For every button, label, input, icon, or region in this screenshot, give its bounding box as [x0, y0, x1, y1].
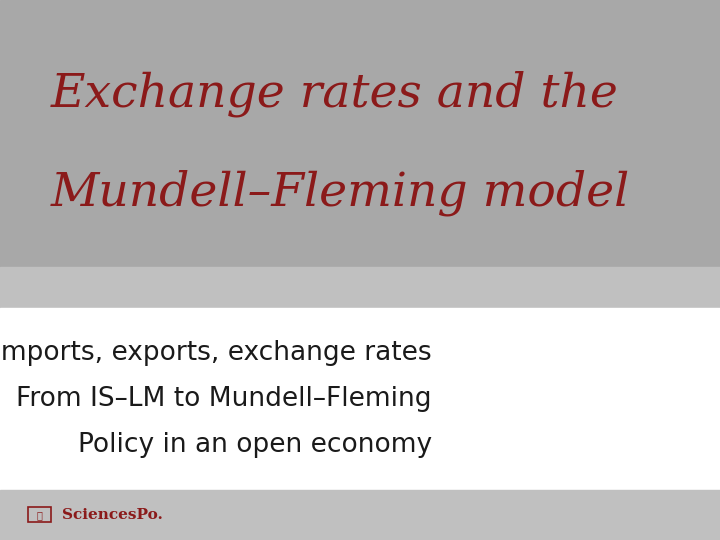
Text: From IS–LM to Mundell–Fleming: From IS–LM to Mundell–Fleming	[17, 386, 432, 412]
Text: 山: 山	[37, 510, 42, 520]
Text: Policy in an open economy: Policy in an open economy	[78, 431, 432, 458]
Bar	[0, 490, 720, 540]
Bar	[0, 267, 720, 308]
Text: Imports, exports, exchange rates: Imports, exports, exchange rates	[0, 340, 432, 366]
Text: Exchange rates and the: Exchange rates and the	[50, 70, 618, 117]
Bar	[0, 0, 720, 267]
Bar	[0, 308, 720, 490]
Text: Mundell–Fleming model: Mundell–Fleming model	[50, 169, 630, 215]
Text: SciencesPo.: SciencesPo.	[62, 508, 163, 522]
Bar	[28, 508, 51, 523]
